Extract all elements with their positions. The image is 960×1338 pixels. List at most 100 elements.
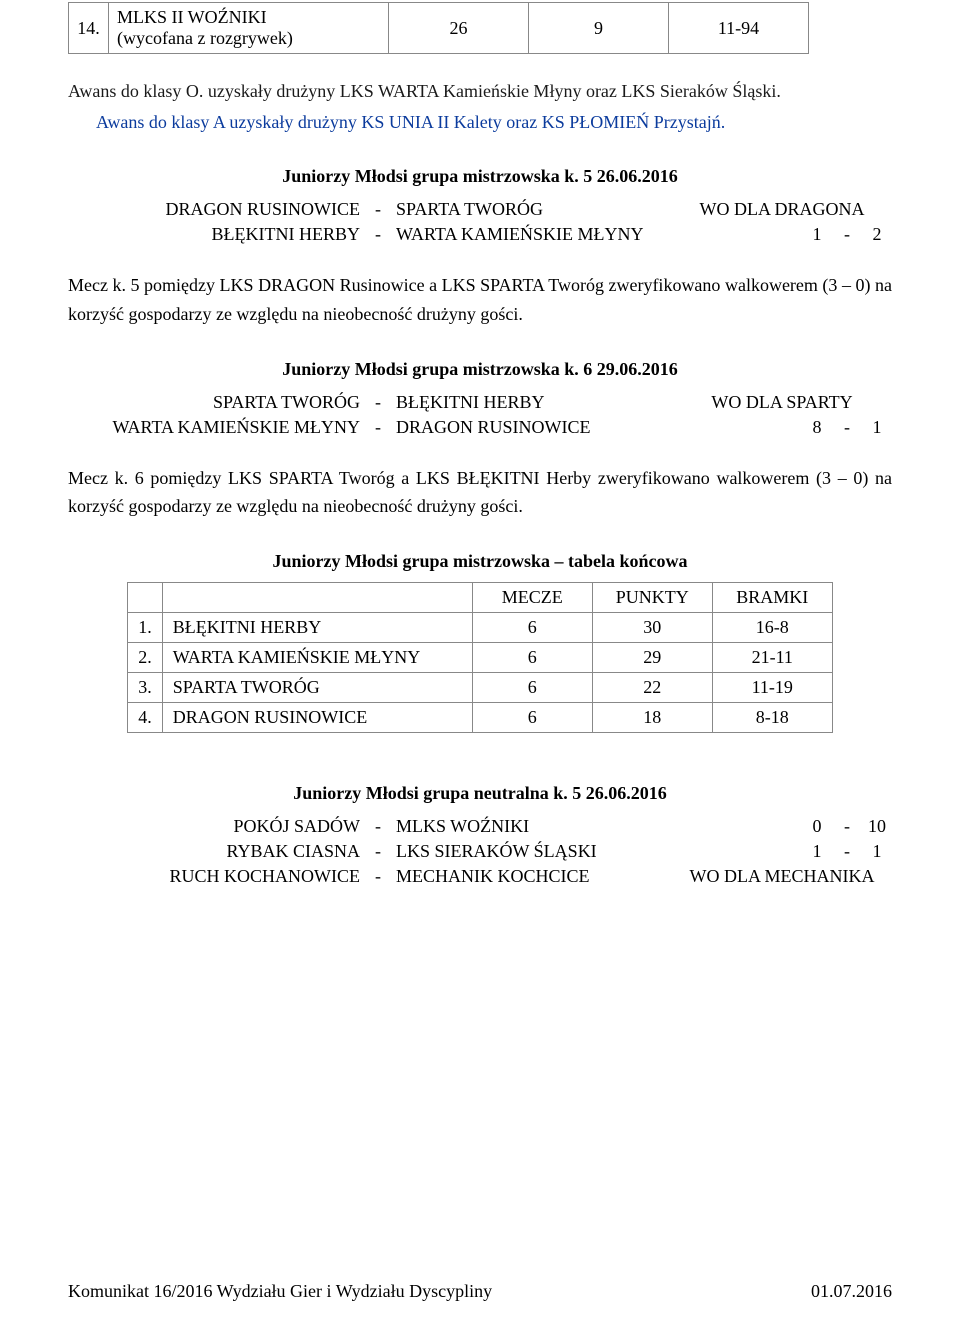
top-fragment-table: 14. MLKS II WOŹNIKI (wycofana z rozgrywe… — [68, 2, 809, 54]
home-team: WARTA KAMIEŃSKIE MŁYNY — [68, 417, 368, 438]
score-away: 10 — [862, 816, 892, 837]
section-heading-neutral-k5: Juniorzy Młodsi grupa neutralna k. 5 26.… — [68, 783, 892, 804]
final-table-heading: Juniorzy Młodsi grupa mistrzowska – tabe… — [68, 551, 892, 572]
mecze: 6 — [472, 703, 592, 733]
match-row: POKÓJ SADÓW - MLKS WOŹNIKI 0 - 10 — [68, 814, 892, 839]
team-line1: MLKS II WOŹNIKI — [117, 7, 267, 27]
punkty: 22 — [592, 673, 712, 703]
col-bramki: BRAMKI — [712, 583, 832, 613]
team-name-cell: MLKS II WOŹNIKI (wycofana z rozgrywek) — [109, 3, 389, 54]
col-blank — [162, 583, 472, 613]
walkover-note: WO DLA DRAGONA — [672, 199, 892, 220]
score-dash: - — [832, 816, 862, 837]
match-row: BŁĘKITNI HERBY - WARTA KAMIEŃSKIE MŁYNY … — [68, 222, 892, 247]
table-header-row: MECZE PUNKTY BRAMKI — [128, 583, 833, 613]
score-away: 1 — [862, 841, 892, 862]
section-heading-jm-k6: Juniorzy Młodsi grupa mistrzowska k. 6 2… — [68, 359, 892, 380]
score-box: WO DLA SPARTY — [648, 392, 892, 413]
team-name: DRAGON RUSINOWICE — [162, 703, 472, 733]
away-team: MLKS WOŹNIKI — [388, 816, 648, 837]
walkover-note: WO DLA SPARTY — [672, 392, 892, 413]
score-box: WO DLA MECHANIKA — [648, 866, 892, 887]
table-row: 4. DRAGON RUSINOWICE 6 18 8-18 — [128, 703, 833, 733]
mecze: 6 — [472, 643, 592, 673]
mecze-cell: 26 — [389, 3, 529, 54]
table-row: 1. BŁĘKITNI HERBY 6 30 16-8 — [128, 613, 833, 643]
match-list-k5: DRAGON RUSINOWICE - SPARTA TWORÓG WO DLA… — [68, 197, 892, 247]
away-team: LKS SIERAKÓW ŚLĄSKI — [388, 841, 648, 862]
score-dash: - — [832, 224, 862, 245]
final-standings-table: MECZE PUNKTY BRAMKI 1. BŁĘKITNI HERBY 6 … — [127, 582, 833, 733]
footer-right: 01.07.2016 — [811, 1281, 892, 1302]
punkty: 29 — [592, 643, 712, 673]
bramki-cell: 11-94 — [669, 3, 809, 54]
score-box: 1 - 2 — [648, 224, 892, 245]
vs-sep: - — [368, 841, 388, 862]
table-row: 3. SPARTA TWORÓG 6 22 11-19 — [128, 673, 833, 703]
score-box: 8 - 1 — [648, 417, 892, 438]
home-team: RYBAK CIASNA — [68, 841, 368, 862]
col-punkty: PUNKTY — [592, 583, 712, 613]
match-row: RYBAK CIASNA - LKS SIERAKÓW ŚLĄSKI 1 - 1 — [68, 839, 892, 864]
row-num: 3. — [128, 673, 163, 703]
score-home: 8 — [802, 417, 832, 438]
score-home: 1 — [802, 224, 832, 245]
away-team: SPARTA TWORÓG — [388, 199, 648, 220]
walkover-paragraph-k6: Mecz k. 6 pomiędzy LKS SPARTA Tworóg a L… — [68, 464, 892, 522]
vs-sep: - — [368, 866, 388, 887]
match-row: WARTA KAMIEŃSKIE MŁYNY - DRAGON RUSINOWI… — [68, 415, 892, 440]
punkty-cell: 9 — [529, 3, 669, 54]
vs-sep: - — [368, 816, 388, 837]
home-team: RUCH KOCHANOWICE — [68, 866, 368, 887]
section-heading-jm-k5: Juniorzy Młodsi grupa mistrzowska k. 5 2… — [68, 166, 892, 187]
away-team: BŁĘKITNI HERBY — [388, 392, 648, 413]
table-row: 2. WARTA KAMIEŃSKIE MŁYNY 6 29 21-11 — [128, 643, 833, 673]
page-footer: Komunikat 16/2016 Wydziału Gier i Wydzia… — [68, 1281, 892, 1302]
vs-sep: - — [368, 417, 388, 438]
bramki: 11-19 — [712, 673, 832, 703]
promotion-text-a: Awans do klasy A uzyskały drużyny KS UNI… — [68, 109, 892, 136]
score-box: WO DLA DRAGONA — [648, 199, 892, 220]
team-name: SPARTA TWORÓG — [162, 673, 472, 703]
match-list-k6: SPARTA TWORÓG - BŁĘKITNI HERBY WO DLA SP… — [68, 390, 892, 440]
row-num: 1. — [128, 613, 163, 643]
table-row: 14. MLKS II WOŹNIKI (wycofana z rozgrywe… — [69, 3, 809, 54]
team-name: BŁĘKITNI HERBY — [162, 613, 472, 643]
score-home: 1 — [802, 841, 832, 862]
team-line2: (wycofana z rozgrywek) — [117, 28, 293, 48]
match-row: RUCH KOCHANOWICE - MECHANIK KOCHCICE WO … — [68, 864, 892, 889]
vs-sep: - — [368, 199, 388, 220]
mecze: 6 — [472, 673, 592, 703]
score-box: 1 - 1 — [648, 841, 892, 862]
footer-left: Komunikat 16/2016 Wydziału Gier i Wydzia… — [68, 1281, 492, 1302]
score-away: 1 — [862, 417, 892, 438]
home-team: DRAGON RUSINOWICE — [68, 199, 368, 220]
score-home: 0 — [802, 816, 832, 837]
walkover-paragraph-k5: Mecz k. 5 pomiędzy LKS DRAGON Rusinowice… — [68, 271, 892, 329]
match-row: SPARTA TWORÓG - BŁĘKITNI HERBY WO DLA SP… — [68, 390, 892, 415]
walkover-note: WO DLA MECHANIKA — [672, 866, 892, 887]
away-team: MECHANIK KOCHCICE — [388, 866, 648, 887]
away-team: DRAGON RUSINOWICE — [388, 417, 648, 438]
vs-sep: - — [368, 224, 388, 245]
bramki: 8-18 — [712, 703, 832, 733]
score-dash: - — [832, 841, 862, 862]
home-team: BŁĘKITNI HERBY — [68, 224, 368, 245]
row-num: 2. — [128, 643, 163, 673]
match-list-neutral-k5: POKÓJ SADÓW - MLKS WOŹNIKI 0 - 10 RYBAK … — [68, 814, 892, 889]
vs-sep: - — [368, 392, 388, 413]
score-away: 2 — [862, 224, 892, 245]
punkty: 18 — [592, 703, 712, 733]
match-row: DRAGON RUSINOWICE - SPARTA TWORÓG WO DLA… — [68, 197, 892, 222]
row-num: 14. — [69, 3, 109, 54]
bramki: 21-11 — [712, 643, 832, 673]
col-blank — [128, 583, 163, 613]
home-team: POKÓJ SADÓW — [68, 816, 368, 837]
team-name: WARTA KAMIEŃSKIE MŁYNY — [162, 643, 472, 673]
punkty: 30 — [592, 613, 712, 643]
away-team: WARTA KAMIEŃSKIE MŁYNY — [388, 224, 648, 245]
col-mecze: MECZE — [472, 583, 592, 613]
row-num: 4. — [128, 703, 163, 733]
score-box: 0 - 10 — [648, 816, 892, 837]
mecze: 6 — [472, 613, 592, 643]
